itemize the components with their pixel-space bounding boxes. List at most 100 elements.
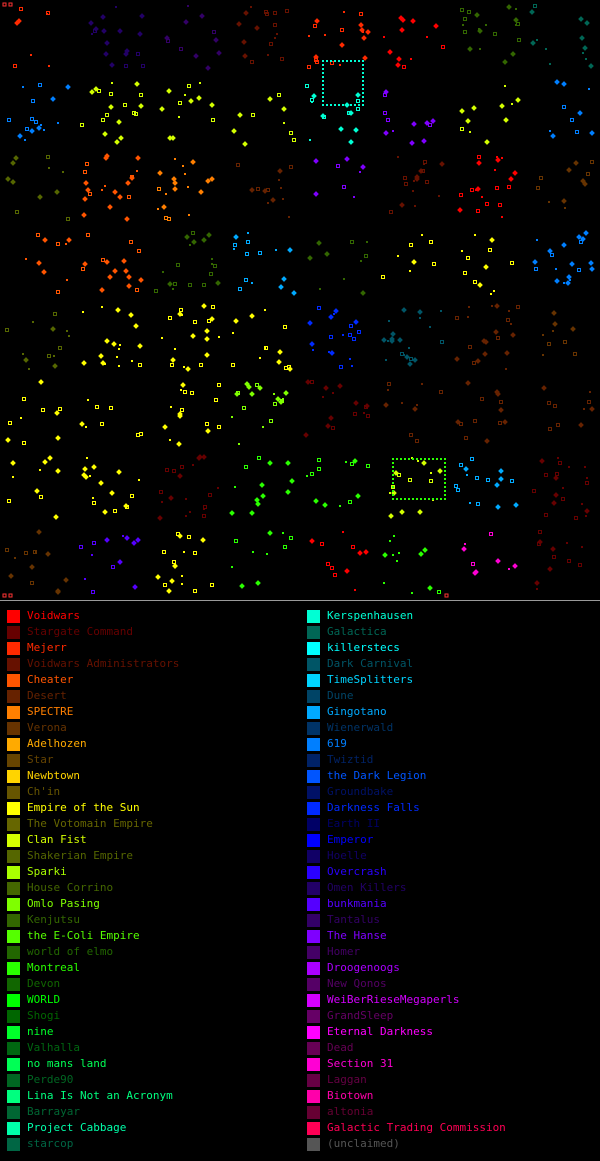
planet[interactable] <box>399 27 405 33</box>
planet[interactable] <box>383 402 389 408</box>
planet[interactable] <box>36 125 42 131</box>
planet[interactable] <box>510 51 516 57</box>
planet[interactable] <box>103 51 109 57</box>
planet[interactable] <box>532 259 538 265</box>
star[interactable] <box>343 11 345 13</box>
planet[interactable] <box>353 127 359 133</box>
planet[interactable] <box>104 40 110 46</box>
outpost[interactable] <box>173 282 177 286</box>
outpost[interactable] <box>567 559 571 563</box>
outpost[interactable] <box>428 123 432 127</box>
outpost[interactable] <box>350 462 354 466</box>
outpost[interactable] <box>349 324 353 328</box>
fleet-marker[interactable] <box>392 494 394 496</box>
planet[interactable] <box>355 92 361 98</box>
planet[interactable] <box>104 259 110 265</box>
outpost[interactable] <box>22 397 26 401</box>
planet[interactable] <box>55 435 61 441</box>
star[interactable] <box>82 311 84 313</box>
outpost[interactable] <box>553 404 557 408</box>
fleet-marker[interactable] <box>358 104 360 106</box>
outpost[interactable] <box>277 93 281 97</box>
outpost[interactable] <box>425 180 429 184</box>
outpost[interactable] <box>264 10 268 14</box>
planet[interactable] <box>359 27 365 33</box>
planet[interactable] <box>401 307 407 313</box>
star[interactable] <box>504 85 506 87</box>
outpost[interactable] <box>199 363 203 367</box>
planet[interactable] <box>465 380 471 386</box>
fleet-marker[interactable] <box>444 486 446 488</box>
planet[interactable] <box>344 156 350 162</box>
star[interactable] <box>566 542 568 544</box>
planet[interactable] <box>498 476 504 482</box>
planet[interactable] <box>316 240 322 246</box>
planet[interactable] <box>83 180 89 186</box>
star[interactable] <box>280 187 282 189</box>
fleet-marker[interactable] <box>342 104 344 106</box>
planet[interactable] <box>433 23 439 29</box>
planet[interactable] <box>495 157 501 163</box>
planet[interactable] <box>439 161 445 167</box>
outpost[interactable] <box>123 103 127 107</box>
planet[interactable] <box>287 247 293 253</box>
planet[interactable] <box>204 336 210 342</box>
planet[interactable] <box>459 108 465 114</box>
outpost[interactable] <box>495 186 499 190</box>
planet[interactable] <box>249 187 255 193</box>
planet[interactable] <box>495 504 501 510</box>
planet[interactable] <box>123 503 129 509</box>
star[interactable] <box>192 464 194 466</box>
outpost[interactable] <box>137 249 141 253</box>
outpost[interactable] <box>176 263 180 267</box>
fleet-marker[interactable] <box>322 104 324 106</box>
outpost[interactable] <box>356 99 360 103</box>
star[interactable] <box>161 501 163 503</box>
star[interactable] <box>62 171 64 173</box>
star[interactable] <box>430 472 432 474</box>
outpost[interactable] <box>463 271 467 275</box>
planet[interactable] <box>383 130 389 136</box>
star[interactable] <box>501 216 503 218</box>
outpost[interactable] <box>389 210 393 214</box>
outpost[interactable] <box>180 408 184 412</box>
star[interactable] <box>118 365 120 367</box>
planet[interactable] <box>387 49 393 55</box>
outpost[interactable] <box>130 494 134 498</box>
fleet-marker[interactable] <box>362 92 364 94</box>
outpost[interactable] <box>342 185 346 189</box>
planet[interactable] <box>404 354 410 360</box>
planet[interactable] <box>168 495 174 501</box>
outpost[interactable] <box>13 64 17 68</box>
planet[interactable] <box>281 106 287 112</box>
legend-item[interactable]: Empire of the Sun <box>7 800 297 816</box>
outpost[interactable] <box>317 306 321 310</box>
fleet-marker[interactable] <box>346 60 348 62</box>
planet[interactable] <box>390 331 396 337</box>
outpost[interactable] <box>58 407 62 411</box>
planet[interactable] <box>589 266 595 272</box>
planet[interactable] <box>399 202 405 208</box>
outpost[interactable] <box>280 57 284 61</box>
star[interactable] <box>157 208 159 210</box>
star[interactable] <box>581 503 583 505</box>
planet[interactable] <box>484 438 490 444</box>
planet[interactable] <box>185 366 191 372</box>
planet[interactable] <box>157 515 163 521</box>
planet[interactable] <box>242 53 248 59</box>
outpost[interactable] <box>193 589 197 593</box>
outpost[interactable] <box>404 182 408 186</box>
planet[interactable] <box>276 359 282 365</box>
planet[interactable] <box>42 459 48 465</box>
star[interactable] <box>115 6 117 8</box>
planet[interactable] <box>427 585 433 591</box>
planet[interactable] <box>547 248 553 254</box>
star[interactable] <box>267 202 269 204</box>
star[interactable] <box>172 288 174 290</box>
star[interactable] <box>181 314 183 316</box>
outpost[interactable] <box>202 514 206 518</box>
planet[interactable] <box>515 97 521 103</box>
planet[interactable] <box>129 175 135 181</box>
planet[interactable] <box>47 455 53 461</box>
planet[interactable] <box>254 497 260 503</box>
